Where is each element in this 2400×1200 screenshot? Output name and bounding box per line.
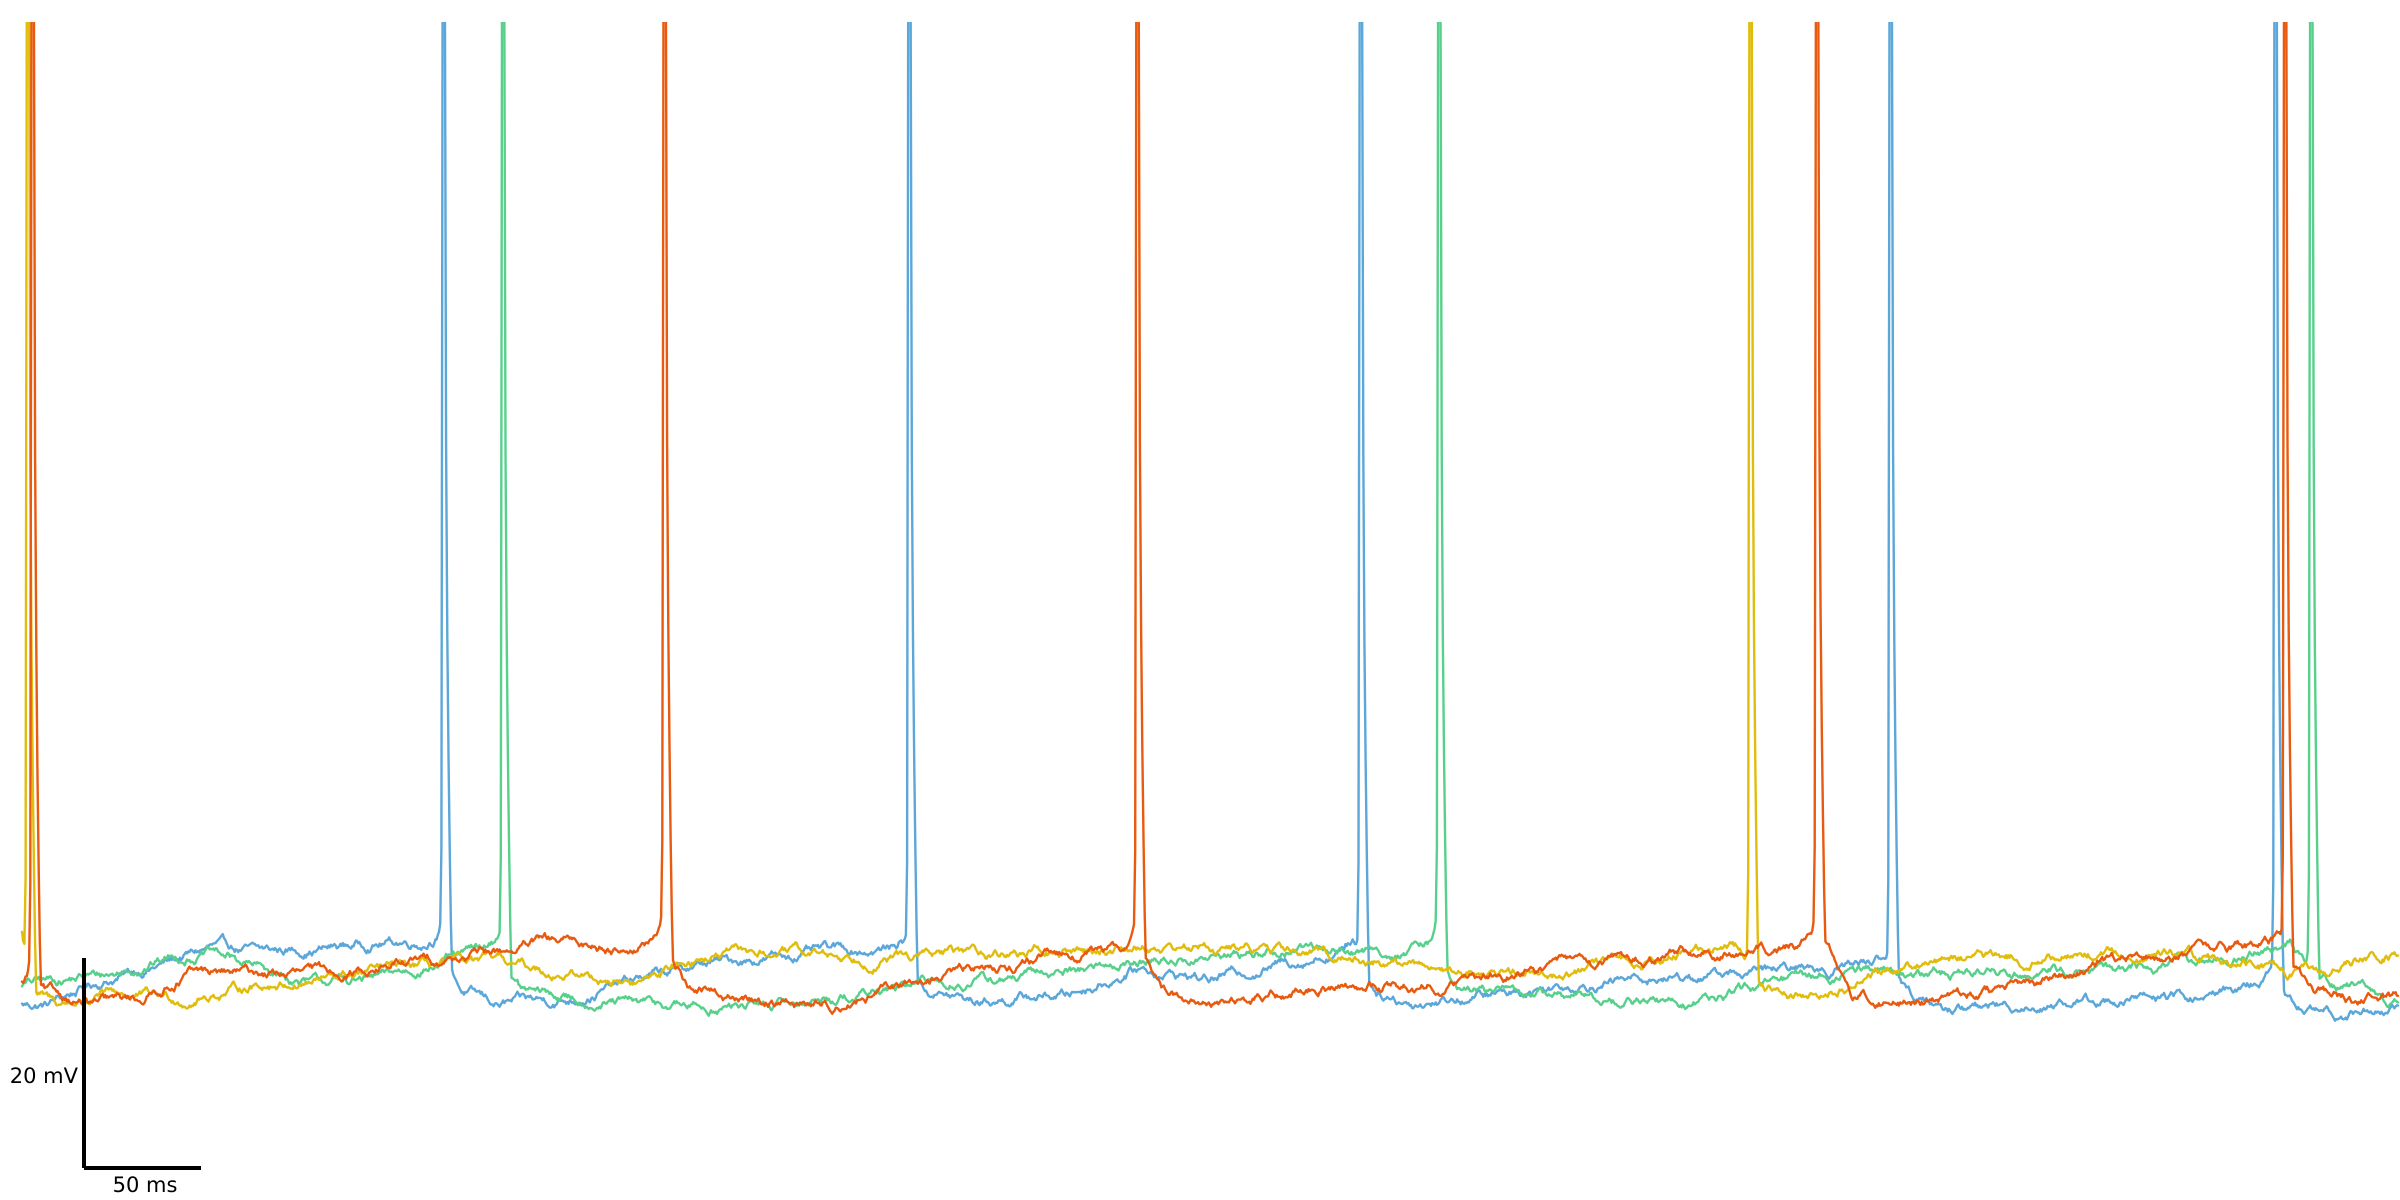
voltage-scale-label: 20 mV	[10, 1064, 79, 1088]
voltage-trace-3	[20, 22, 2400, 1010]
voltage-trace-2	[20, 22, 2400, 1017]
voltage-trace-4	[20, 22, 2400, 1015]
plot-area	[20, 22, 2400, 1022]
time-scale-label: 50 ms	[113, 1173, 178, 1197]
voltage-trace-1	[20, 22, 2400, 1022]
scale-bars: 20 mV 50 ms	[10, 958, 201, 1197]
